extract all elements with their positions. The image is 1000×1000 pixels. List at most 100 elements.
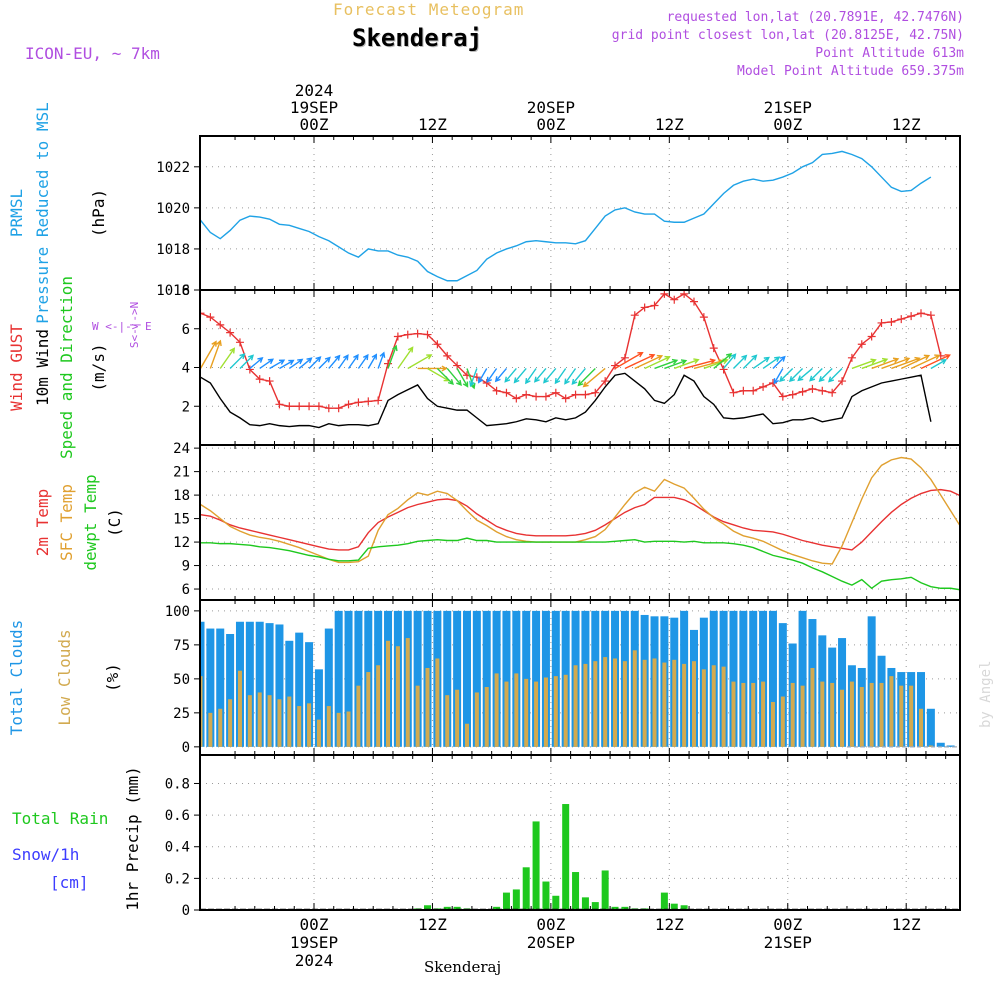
low-cloud-bar xyxy=(395,646,400,747)
wind-arrow xyxy=(525,368,537,385)
wind-arrow xyxy=(861,357,889,370)
wind-arrow xyxy=(634,354,664,370)
gust-marker xyxy=(788,390,797,399)
wind-arrow xyxy=(614,351,644,370)
ytick-label: 6 xyxy=(182,582,190,598)
wind-arrow xyxy=(456,368,469,388)
ytick-label: 1018 xyxy=(156,242,190,258)
low-cloud-bar xyxy=(928,745,933,747)
low-cloud-bar xyxy=(455,689,460,747)
ylabel-text: (hPa) xyxy=(89,189,108,237)
total-cloud-bar xyxy=(729,610,738,747)
gust-marker xyxy=(689,297,698,306)
bottom-time-label: 00Z xyxy=(300,915,329,934)
low-cloud-bar xyxy=(573,665,578,747)
low-cloud-bar xyxy=(346,711,351,747)
wind-arrow xyxy=(674,358,700,370)
gust-marker xyxy=(620,353,629,362)
low-cloud-bar xyxy=(237,670,242,747)
panel-frame-temperature xyxy=(199,444,961,601)
gust-marker xyxy=(680,290,689,298)
gust-marker xyxy=(413,329,422,338)
gust-marker xyxy=(393,332,402,341)
gust-marker xyxy=(808,384,817,393)
wind-arrow xyxy=(269,359,286,370)
svg-text:by Angel: by Angel xyxy=(978,661,994,728)
gust-marker xyxy=(887,317,896,326)
ytick-label: 1016 xyxy=(156,283,190,299)
gust-marker xyxy=(255,375,264,384)
wind-arrow xyxy=(347,353,359,369)
ylabel-text: Speed and Direction xyxy=(57,276,76,459)
top-time-label: 2024 xyxy=(295,81,334,100)
total-cloud-bar xyxy=(324,628,333,747)
wind-arrow xyxy=(436,367,454,386)
model-altitude: Model Point Altitude 659.375m xyxy=(737,64,964,79)
low-cloud-bar xyxy=(800,685,805,747)
low-cloud-bar xyxy=(563,674,568,747)
low-cloud-bar xyxy=(652,658,657,747)
total-cloud-bar xyxy=(206,628,215,747)
low-cloud-bar xyxy=(761,681,766,747)
low-cloud-bar xyxy=(543,677,548,747)
wind-arrow xyxy=(486,368,498,384)
model-label: ICON-EU, ~ 7km xyxy=(25,44,160,63)
total-cloud-bar xyxy=(502,610,511,747)
total-cloud-bar xyxy=(472,610,481,747)
plot-area-temperature xyxy=(200,456,960,591)
wind-arrow xyxy=(762,356,781,370)
wind-arrow xyxy=(466,368,476,390)
wind-arrow xyxy=(818,367,833,383)
low-cloud-bar xyxy=(257,692,262,747)
wind-arrow xyxy=(779,367,794,383)
low-cloud-bar xyxy=(741,682,746,747)
series-line-2m-temp xyxy=(200,488,960,551)
wind-arrow xyxy=(446,368,462,386)
gust-marker xyxy=(630,311,639,320)
ylabel-text: dewpt Temp xyxy=(81,474,100,570)
gust-marker xyxy=(926,311,935,320)
wind-arrow xyxy=(513,368,527,384)
rain-bar xyxy=(670,903,678,910)
total-cloud-bar xyxy=(946,745,955,747)
bottom-time-label: 12Z xyxy=(418,915,447,934)
low-cloud-bar xyxy=(218,708,223,747)
low-cloud-bar xyxy=(820,681,825,747)
low-cloud-bar xyxy=(909,685,914,747)
gust-marker xyxy=(798,387,807,396)
low-cloud-bar xyxy=(376,665,381,747)
gust-marker xyxy=(443,351,452,360)
wind-arrow xyxy=(732,354,748,369)
wind-arrow xyxy=(582,367,606,388)
low-cloud-bar xyxy=(879,682,884,747)
total-cloud-bar xyxy=(462,610,471,747)
low-cloud-bar xyxy=(632,650,637,747)
wind-arrow xyxy=(397,346,414,369)
wind-arrow xyxy=(209,339,222,369)
total-cloud-bar xyxy=(305,642,314,747)
ylabel-text: (m/s) xyxy=(89,343,108,391)
wind-arrow xyxy=(308,356,322,369)
wind-arrow xyxy=(357,353,369,369)
ylabel-text: 1hr Precip (mm) xyxy=(123,766,142,911)
low-cloud-bar xyxy=(474,692,479,747)
low-cloud-bar xyxy=(869,682,874,747)
wind-arrow xyxy=(752,356,770,370)
gust-marker xyxy=(245,365,254,374)
low-cloud-bar xyxy=(691,661,696,747)
gust-marker xyxy=(314,402,323,411)
low-cloud-bar xyxy=(721,666,726,747)
rain-bar xyxy=(680,905,688,910)
wind-arrow xyxy=(564,368,577,385)
gust-marker xyxy=(502,388,511,397)
gust-marker xyxy=(235,338,244,347)
wind-arrow xyxy=(910,354,941,370)
low-cloud-bar xyxy=(247,695,252,747)
low-cloud-bar xyxy=(780,696,785,747)
gust-marker xyxy=(778,392,787,401)
ytick-label: 2 xyxy=(182,399,190,415)
wind-arrow xyxy=(554,368,567,385)
wind-arrow xyxy=(871,357,900,370)
ytick-label: 21 xyxy=(173,465,190,481)
